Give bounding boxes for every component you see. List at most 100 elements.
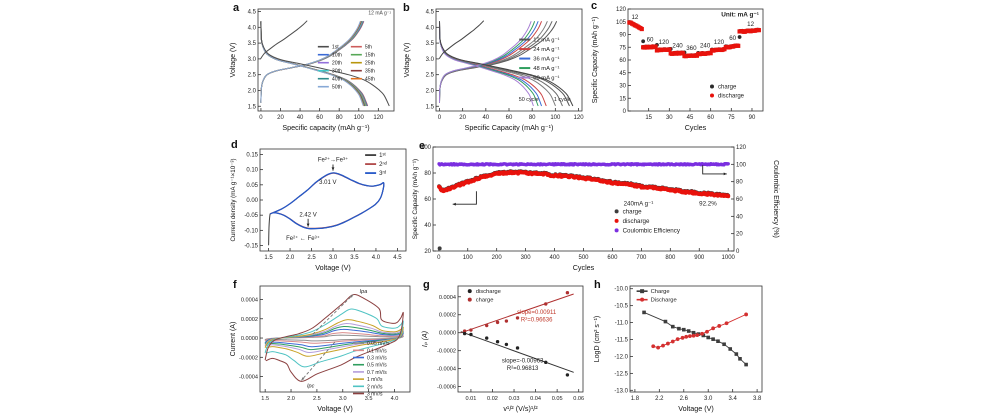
panel-h-chart: 1.8 2.2 2.6 3.0 3.4 3.8 -13.0 -12.5 -12.0 -11.5 -1… — [594, 285, 763, 413]
svg-text:discharge: discharge — [718, 93, 745, 99]
svg-text:4.0: 4.0 — [372, 255, 381, 261]
svg-text:0.0002: 0.0002 — [241, 317, 258, 323]
svg-text:Fe²⁺ ← Fe³⁺: Fe²⁺ ← Fe³⁺ — [286, 235, 320, 242]
svg-text:40: 40 — [736, 214, 743, 220]
svg-text:500: 500 — [578, 255, 589, 261]
svg-text:4.0: 4.0 — [426, 25, 435, 31]
svg-text:0.04: 0.04 — [530, 396, 541, 402]
svg-text:30th: 30th — [332, 69, 342, 75]
svg-text:Unit: mA g⁻¹: Unit: mA g⁻¹ — [721, 12, 759, 19]
panel-c-chart: 15 30 45 60 75 90 0 15 30 45 60 75 90 105 120 Cycles Spe… — [592, 7, 764, 132]
svg-text:600: 600 — [607, 255, 618, 261]
svg-text:360: 360 — [686, 45, 697, 52]
svg-text:15: 15 — [619, 96, 626, 102]
svg-text:45: 45 — [687, 115, 694, 121]
svg-text:4.5: 4.5 — [248, 10, 257, 16]
svg-text:2.5: 2.5 — [248, 73, 257, 79]
svg-text:Current (A): Current (A) — [230, 322, 237, 357]
svg-text:3.5: 3.5 — [248, 41, 257, 47]
svg-text:60: 60 — [736, 197, 743, 203]
svg-text:120: 120 — [373, 115, 384, 121]
svg-text:discharge: discharge — [476, 289, 501, 295]
svg-text:0.0002: 0.0002 — [439, 313, 456, 319]
svg-text:120: 120 — [714, 39, 725, 46]
svg-text:2.0: 2.0 — [286, 255, 295, 261]
panel-a-chart: 0 20 40 60 80 100 120 1.5 2.0 2.5 3.0 3.5 4.0 4.5 Spec… — [230, 8, 395, 132]
svg-text:Voltage (V): Voltage (V) — [678, 404, 714, 413]
panel-g-chart: 0.01 0.02 0.03 0.04 0.05 0.06 -0.0006 -0.0004 -0… — [422, 285, 584, 413]
svg-text:-12.0: -12.0 — [614, 354, 628, 360]
svg-text:2.2: 2.2 — [655, 396, 664, 402]
svg-text:charge: charge — [718, 84, 737, 90]
panel-b-label: b — [403, 2, 410, 14]
svg-text:slope=0.00911: slope=0.00911 — [517, 310, 557, 316]
svg-text:R²=0.96813: R²=0.96813 — [507, 366, 539, 372]
svg-text:92.2%: 92.2% — [699, 201, 717, 208]
svg-text:80: 80 — [736, 180, 743, 186]
svg-text:-10.5: -10.5 — [614, 304, 628, 310]
svg-text:2 mV/s: 2 mV/s — [367, 384, 383, 390]
svg-text:15: 15 — [645, 115, 652, 121]
svg-text:2ⁿᵈ: 2ⁿᵈ — [379, 161, 387, 168]
svg-text:0.01: 0.01 — [465, 396, 476, 402]
svg-text:Fe²⁺→Fe³⁺: Fe²⁺→Fe³⁺ — [318, 156, 348, 163]
svg-text:2.42 V: 2.42 V — [299, 212, 316, 218]
svg-text:Voltage (V): Voltage (V) — [315, 263, 351, 272]
svg-text:5th: 5th — [365, 45, 372, 51]
svg-text:0.03: 0.03 — [509, 396, 520, 402]
svg-text:4.0: 4.0 — [391, 396, 399, 402]
svg-text:60: 60 — [729, 35, 736, 42]
panel-a-label: a — [233, 2, 240, 14]
svg-text:4.5: 4.5 — [393, 255, 402, 261]
svg-text:0.10: 0.10 — [246, 168, 258, 174]
svg-text:0.0000: 0.0000 — [241, 336, 258, 342]
svg-text:Specific Capacity (mAh g⁻¹): Specific Capacity (mAh g⁻¹) — [412, 159, 419, 239]
svg-text:900: 900 — [694, 255, 705, 261]
svg-text:3.0: 3.0 — [339, 396, 347, 402]
svg-text:50th: 50th — [332, 85, 342, 91]
svg-text:0: 0 — [259, 115, 263, 121]
svg-text:400: 400 — [550, 255, 561, 261]
svg-text:Voltage (V): Voltage (V) — [317, 404, 353, 413]
svg-text:0.00: 0.00 — [246, 198, 258, 204]
svg-text:100: 100 — [463, 255, 474, 261]
svg-text:-0.0004: -0.0004 — [239, 375, 258, 381]
svg-text:3.5: 3.5 — [350, 255, 359, 261]
svg-text:0.5 mV/s: 0.5 mV/s — [367, 363, 387, 369]
svg-text:100: 100 — [354, 115, 365, 121]
svg-text:3ʳᵈ: 3ʳᵈ — [379, 170, 386, 177]
svg-text:0: 0 — [437, 255, 441, 261]
svg-text:Charge: Charge — [651, 289, 670, 295]
svg-text:10th: 10th — [332, 53, 342, 59]
svg-text:100: 100 — [736, 162, 747, 168]
panel-e-chart: 0 100 200 300 400 500 600 700 800 900 100020406080… — [412, 145, 779, 272]
svg-text:15th: 15th — [365, 53, 375, 59]
panel-b-chart: 0 20 40 60 80 100 120 1.5 2.0 2.5 3.0 3.5 4.0 4.5 Spec… — [404, 8, 584, 132]
svg-text:0.05: 0.05 — [552, 396, 563, 402]
svg-text:3.0: 3.0 — [426, 57, 435, 63]
svg-text:1 cycle: 1 cycle — [554, 97, 571, 103]
svg-text:35th: 35th — [365, 69, 375, 75]
svg-text:45th: 45th — [365, 77, 375, 83]
svg-text:80: 80 — [424, 171, 431, 177]
svg-text:0.0004: 0.0004 — [241, 297, 258, 303]
panel-h-label: h — [594, 279, 601, 291]
svg-text:Ipa: Ipa — [360, 289, 368, 295]
svg-text:2.0: 2.0 — [287, 396, 295, 402]
svg-text:120: 120 — [736, 145, 747, 151]
svg-text:0.15: 0.15 — [246, 152, 258, 158]
svg-text:12: 12 — [631, 14, 638, 21]
svg-text:1.5: 1.5 — [426, 104, 435, 110]
svg-text:0.05: 0.05 — [246, 183, 258, 189]
svg-text:0.02: 0.02 — [487, 396, 498, 402]
svg-text:100: 100 — [421, 145, 432, 151]
svg-text:0.0004: 0.0004 — [439, 295, 456, 301]
svg-text:discharge: discharge — [623, 218, 650, 225]
svg-text:-0.05: -0.05 — [244, 213, 258, 219]
svg-text:0: 0 — [623, 109, 627, 115]
svg-text:30: 30 — [666, 115, 673, 121]
svg-text:charge: charge — [623, 208, 642, 215]
panel-c-label: c — [591, 0, 598, 12]
svg-text:3.0: 3.0 — [248, 57, 257, 63]
